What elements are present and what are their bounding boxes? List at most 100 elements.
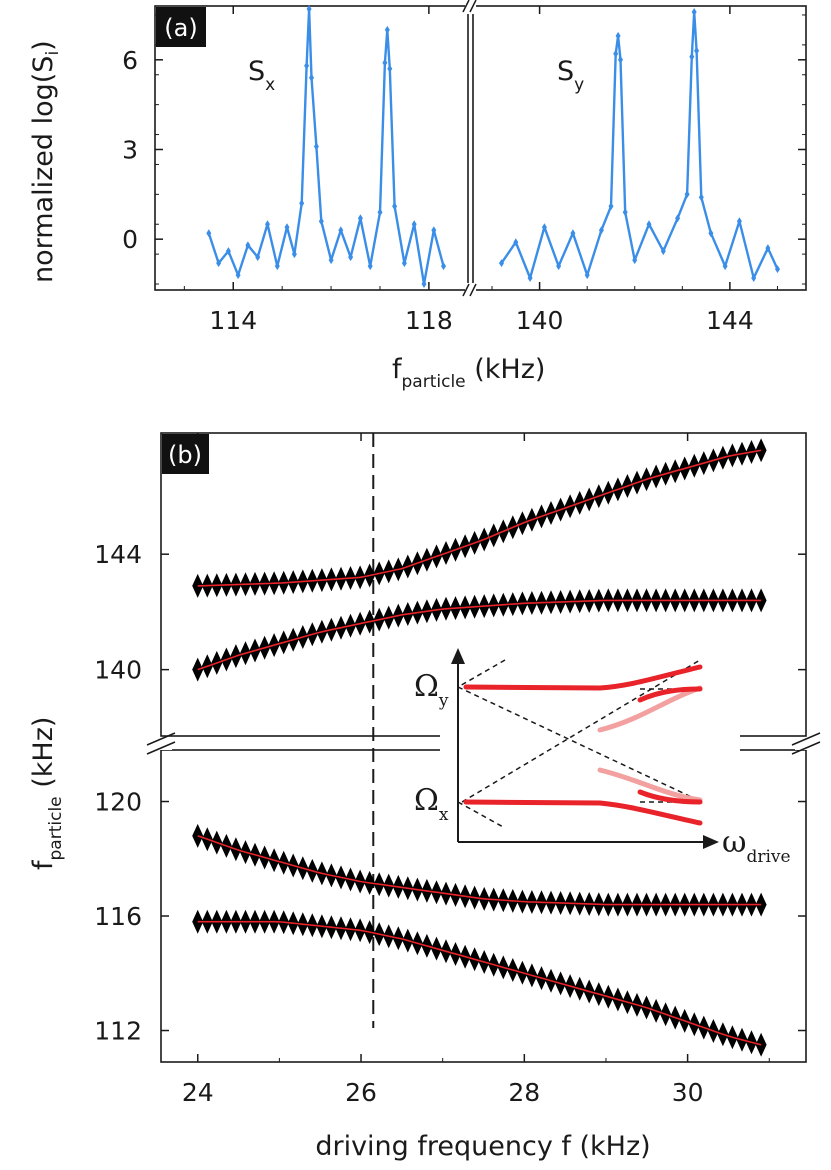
panel-b-xlabel: driving frequency f (kHz) — [315, 1131, 650, 1162]
fit-line-x-lower — [197, 920, 762, 1046]
spectrum-point — [622, 208, 628, 217]
spectrum-point — [751, 274, 757, 282]
inset-curve-y-lower-branch — [597, 685, 703, 733]
panel-b: 24 26 28 30 140 144 112 116 120 (b) fparticle (k… — [28, 432, 821, 1162]
inset-curve-x-upper-branch — [597, 767, 703, 803]
spectrum-point — [608, 202, 614, 211]
b-ytick-label: 116 — [94, 902, 142, 931]
axis-break-bottom — [462, 283, 477, 297]
spectrum-point — [318, 217, 324, 226]
spectrum-point — [274, 262, 280, 271]
spectrum-line-S_y — [500, 10, 779, 280]
spectrum-point — [556, 262, 562, 271]
spectrum-point — [235, 271, 241, 280]
panel-a-ticks: 0 3 6 114 118 140 144 — [122, 6, 806, 335]
spectrum-point — [691, 8, 697, 16]
spectrum-point — [598, 226, 604, 235]
y-axis-break-right — [791, 732, 821, 755]
spectrum-point — [570, 229, 576, 238]
b-ytick-label: 140 — [94, 656, 142, 685]
inset-omega-drive: ωdrive — [722, 825, 791, 867]
spectrum-point — [513, 238, 519, 247]
a-xtick-label: 114 — [209, 306, 257, 335]
spectrum-point — [675, 214, 681, 223]
spectrum-point — [694, 46, 700, 55]
b-xtick-label: 26 — [345, 1078, 377, 1107]
a-xtick-label: 140 — [516, 306, 564, 335]
spectrum-point — [708, 229, 714, 238]
panel-b-ticks: 24 26 28 30 140 144 112 116 120 — [94, 433, 806, 1107]
panel-a-frame-right — [472, 5, 807, 291]
panel-a-label: (a) — [164, 14, 197, 42]
spectrum-point — [377, 208, 383, 217]
b-ytick-label: 112 — [94, 1017, 142, 1046]
b-xtick-label: 24 — [182, 1078, 214, 1107]
b-ytick-label: 144 — [94, 540, 142, 569]
spectrum-point — [206, 229, 212, 238]
spectrum-point — [421, 280, 427, 288]
peak-label-sx: Sx — [248, 56, 275, 95]
b-xtick-label: 28 — [508, 1078, 540, 1107]
spectrum-point — [613, 49, 619, 58]
panel-b-label-box — [162, 434, 209, 474]
spectrum-point — [541, 223, 547, 232]
spectrum-point — [245, 241, 251, 250]
b-xtick-label: 30 — [672, 1078, 704, 1107]
spectrum-point — [765, 244, 771, 253]
spectrum-point — [632, 256, 638, 265]
spectrum-point — [618, 55, 623, 64]
spectrum-point — [265, 220, 270, 229]
spectrum-point — [313, 142, 319, 151]
inset-x-arrow — [703, 835, 719, 849]
fit-line-y-upper — [197, 449, 762, 587]
panel-a-series — [206, 5, 780, 288]
panel-b-ylabel: fparticle (kHz) — [28, 717, 66, 870]
y-axis-break-left — [146, 732, 176, 755]
spectrum-point — [255, 253, 261, 262]
spectrum-point — [660, 247, 666, 256]
a-ytick-label: 0 — [122, 225, 138, 254]
spectrum-point — [299, 199, 305, 208]
spectrum-point — [367, 262, 373, 271]
spectrum-point — [441, 262, 446, 271]
a-ytick-label: 6 — [122, 46, 138, 75]
panel-a: 0 3 6 114 118 140 144 (a) Sx Sy normalized log… — [28, 0, 807, 392]
branch-y-upper — [192, 438, 767, 598]
spectrum-point — [411, 220, 417, 229]
branch-x-lower — [192, 909, 767, 1057]
spectrum-point — [225, 247, 231, 256]
inset-curves — [463, 664, 703, 826]
spectrum-point — [306, 5, 312, 13]
spectrum-point — [431, 226, 437, 235]
spectrum-point — [328, 256, 334, 265]
spectrum-point — [216, 259, 222, 268]
inset-curve-y — [463, 664, 703, 691]
spectrum-point — [284, 223, 290, 232]
b-ytick-label: 120 — [94, 788, 142, 817]
spectrum-point — [387, 64, 393, 73]
a-xtick-label: 144 — [706, 306, 754, 335]
inset-curve-x — [463, 799, 703, 826]
spectrum-point — [722, 262, 728, 271]
spectrum-line-S_x — [207, 7, 445, 286]
spectrum-point — [348, 253, 354, 262]
inset-curve-y-flat — [637, 686, 703, 703]
spectrum-point — [401, 259, 407, 268]
spectrum-point — [646, 220, 652, 229]
spectrum-point — [736, 217, 742, 226]
panel-b-series — [192, 438, 767, 1057]
spectrum-point — [382, 58, 388, 67]
inset-omega-x: Ωx — [414, 783, 449, 825]
spectrum-point — [392, 202, 398, 211]
fit-line-y-lower — [197, 599, 762, 671]
spectrum-point — [304, 61, 310, 70]
fit-line-x-upper — [197, 835, 762, 906]
panel-a-label-box — [156, 7, 206, 47]
spectrum-point — [291, 250, 297, 259]
panel-a-frame-left — [154, 5, 469, 291]
spectrum-point — [775, 265, 780, 274]
spectrum-point — [338, 226, 344, 235]
panel-a-xlabel: fparticle (kHz) — [392, 354, 545, 392]
spectrum-point — [698, 193, 704, 202]
